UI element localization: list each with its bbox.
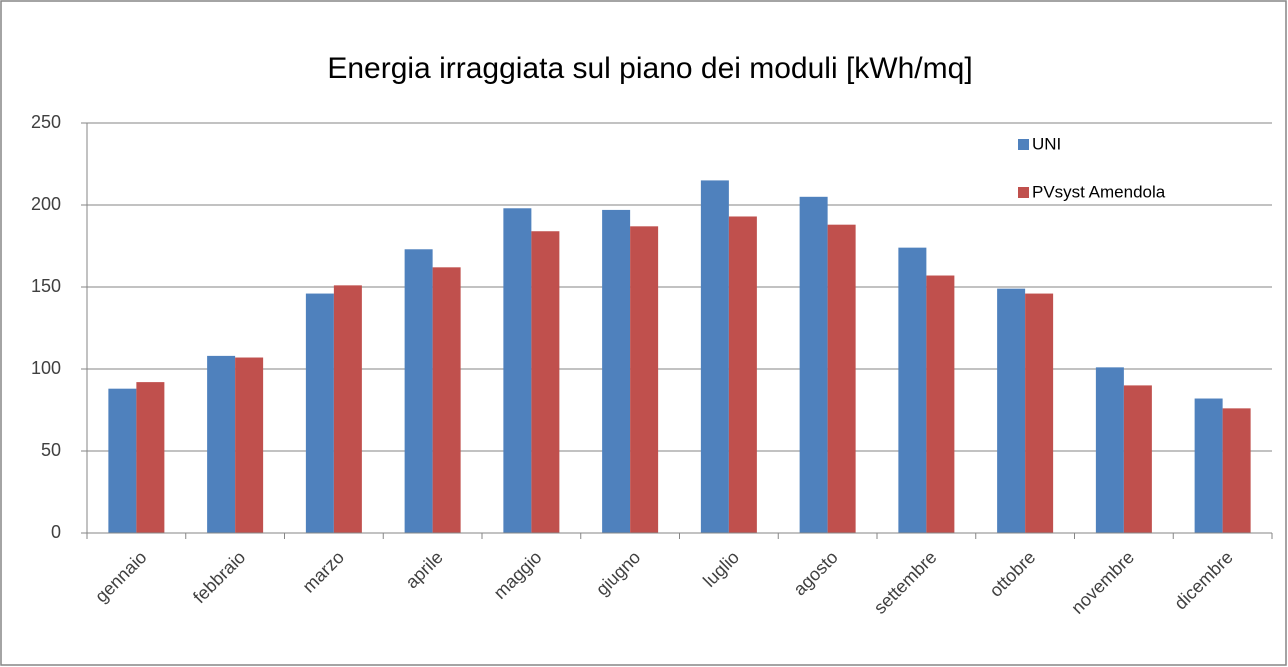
y-tick-label: 100: [31, 358, 61, 378]
legend-label: PVsyst Amendola: [1032, 182, 1166, 201]
bar: [602, 209, 631, 534]
bar: [108, 388, 137, 533]
y-tick-label: 0: [51, 522, 61, 542]
bar: [1194, 398, 1223, 533]
y-tick-label: 250: [31, 112, 61, 132]
bar: [700, 180, 729, 533]
y-tick-label: 200: [31, 194, 61, 214]
bar: [728, 216, 757, 534]
bar: [1222, 408, 1251, 533]
bar: [898, 247, 927, 533]
bar: [503, 208, 532, 533]
bar: [799, 196, 828, 534]
chart-title: Energia irraggiata sul piano dei moduli …: [327, 52, 972, 85]
legend-label: UNI: [1032, 134, 1061, 153]
bar: [531, 231, 560, 534]
bar: [997, 288, 1026, 533]
bar: [404, 249, 433, 533]
y-tick-label: 50: [41, 440, 61, 460]
bar: [432, 267, 461, 533]
legend-swatch: [1018, 187, 1029, 198]
y-tick-label: 150: [31, 276, 61, 296]
bar: [926, 275, 955, 533]
bar: [305, 293, 334, 533]
bar: [235, 357, 264, 533]
bar: [136, 382, 165, 533]
bar: [827, 224, 856, 533]
bar: [1025, 293, 1054, 533]
bar: [1095, 367, 1124, 533]
legend-swatch: [1018, 139, 1029, 150]
bar: [333, 285, 362, 533]
bar: [630, 226, 659, 533]
bar: [207, 355, 236, 533]
bar: [1123, 385, 1152, 533]
